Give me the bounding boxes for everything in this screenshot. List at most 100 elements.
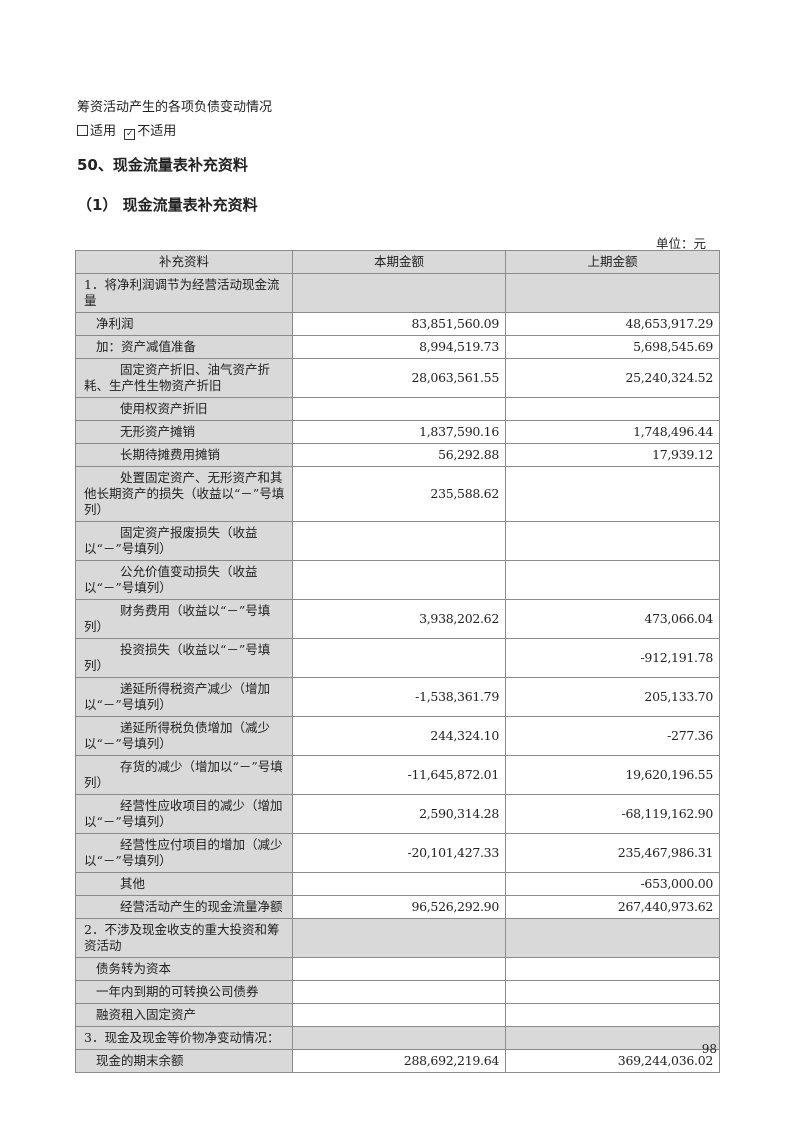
table-header-row: 补充资料 本期金额 上期金额 bbox=[75, 250, 720, 274]
prior-amount bbox=[505, 560, 720, 600]
prior-amount: 235,467,986.31 bbox=[505, 833, 720, 873]
prior-amount: 267,440,973.62 bbox=[505, 895, 720, 919]
row-label: 存货的减少（增加以“－”号填列） bbox=[75, 755, 293, 795]
option-not-applicable: 不适用 bbox=[137, 124, 177, 139]
checked-box-icon: ✓ bbox=[124, 129, 136, 140]
row-label: 投资损失（收益以“－”号填列） bbox=[75, 638, 293, 678]
page-number: 98 bbox=[701, 1042, 717, 1056]
row-label: 2．不涉及现金收支的重大投资和筹资活动 bbox=[75, 918, 293, 958]
table-row: 投资损失（收益以“－”号填列） -912,191.78 bbox=[75, 638, 720, 678]
current-amount bbox=[292, 980, 506, 1004]
current-amount bbox=[292, 273, 506, 313]
row-label: 无形资产摊销 bbox=[75, 420, 293, 444]
current-amount: 288,692,219.64 bbox=[292, 1049, 506, 1073]
unit-label: 单位：元 bbox=[655, 236, 706, 251]
table-row: 处置固定资产、无形资产和其他长期资产的损失（收益以“－”号填列） 235,588.… bbox=[75, 466, 720, 522]
table-row: 存货的减少（增加以“－”号填列） -11,645,872.01 19,620,196… bbox=[75, 755, 720, 795]
table-row: 其他 -653,000.00 bbox=[75, 872, 720, 896]
row-label: 使用权资产折旧 bbox=[75, 397, 293, 421]
intro-text: 筹资活动产生的各项负债变动情况 bbox=[77, 100, 273, 115]
current-amount: 96,526,292.90 bbox=[292, 895, 506, 919]
prior-amount: 369,244,036.02 bbox=[505, 1049, 720, 1073]
prior-amount bbox=[505, 397, 720, 421]
prior-amount: 205,133.70 bbox=[505, 677, 720, 717]
row-label: 现金的期末余额 bbox=[75, 1049, 293, 1073]
current-amount: 3,938,202.62 bbox=[292, 599, 506, 639]
row-label: 固定资产报废损失（收益以“－”号填列） bbox=[75, 521, 293, 561]
option-applicable: 适用 bbox=[90, 124, 117, 139]
table-row: 现金的期末余额 288,692,219.64 369,244,036.02 bbox=[75, 1049, 720, 1073]
prior-amount: 5,698,545.69 bbox=[505, 335, 720, 359]
row-label: 净利润 bbox=[75, 312, 293, 336]
current-amount: 244,324.10 bbox=[292, 716, 506, 756]
current-amount: -20,101,427.33 bbox=[292, 833, 506, 873]
cash-flow-supplement-table: 补充资料 本期金额 上期金额 1．将净利润调节为经营活动现金流量 净利润 83,85… bbox=[75, 250, 720, 1073]
table-row: 使用权资产折旧 bbox=[75, 397, 720, 421]
current-amount: 2,590,314.28 bbox=[292, 794, 506, 834]
prior-amount: 473,066.04 bbox=[505, 599, 720, 639]
prior-amount bbox=[505, 957, 720, 981]
row-label: 固定资产折旧、油气资产折耗、生产性生物资产折旧 bbox=[75, 358, 293, 398]
unchecked-box-icon bbox=[77, 125, 88, 136]
row-label: 其他 bbox=[75, 872, 293, 896]
row-label: 经营活动产生的现金流量净额 bbox=[75, 895, 293, 919]
row-label: 递延所得税负债增加（减少以“－”号填列） bbox=[75, 716, 293, 756]
current-amount bbox=[292, 397, 506, 421]
row-label: 递延所得税资产减少（增加以“－”号填列） bbox=[75, 677, 293, 717]
current-amount bbox=[292, 872, 506, 896]
row-label: 债务转为资本 bbox=[75, 957, 293, 981]
row-label: 一年内到期的可转换公司债券 bbox=[75, 980, 293, 1004]
current-amount: -1,538,361.79 bbox=[292, 677, 506, 717]
prior-amount: 17,939.12 bbox=[505, 443, 720, 467]
current-amount bbox=[292, 638, 506, 678]
table-row: 固定资产折旧、油气资产折耗、生产性生物资产折旧 28,063,561.55 25,2… bbox=[75, 358, 720, 398]
prior-amount bbox=[505, 980, 720, 1004]
prior-amount: 19,620,196.55 bbox=[505, 755, 720, 795]
table-row: 净利润 83,851,560.09 48,653,917.29 bbox=[75, 312, 720, 336]
table-row: 一年内到期的可转换公司债券 bbox=[75, 980, 720, 1004]
prior-amount: -653,000.00 bbox=[505, 872, 720, 896]
table-row: 债务转为资本 bbox=[75, 957, 720, 981]
table-row: 固定资产报废损失（收益以“－”号填列） bbox=[75, 521, 720, 561]
table-row: 经营性应收项目的减少（增加以“－”号填列） 2,590,314.28 -68,119… bbox=[75, 794, 720, 834]
subsection-title: （1） 现金流量表补充资料 bbox=[77, 196, 258, 214]
header-item: 补充资料 bbox=[75, 250, 293, 274]
current-amount bbox=[292, 1003, 506, 1027]
table-section-row: 1．将净利润调节为经营活动现金流量 bbox=[75, 273, 720, 313]
current-amount: -11,645,872.01 bbox=[292, 755, 506, 795]
current-amount bbox=[292, 957, 506, 981]
header-prior: 上期金额 bbox=[505, 250, 720, 274]
table-row: 无形资产摊销 1,837,590.16 1,748,496.44 bbox=[75, 420, 720, 444]
row-label: 加：资产减值准备 bbox=[75, 335, 293, 359]
table-row: 递延所得税负债增加（减少以“－”号填列） 244,324.10 -277.36 bbox=[75, 716, 720, 756]
current-amount: 1,837,590.16 bbox=[292, 420, 506, 444]
prior-amount: 48,653,917.29 bbox=[505, 312, 720, 336]
current-amount bbox=[292, 1026, 506, 1050]
table-row: 财务费用（收益以“－”号填列） 3,938,202.62 473,066.04 bbox=[75, 599, 720, 639]
prior-amount: 1,748,496.44 bbox=[505, 420, 720, 444]
table-row: 加：资产减值准备 8,994,519.73 5,698,545.69 bbox=[75, 335, 720, 359]
section-title: 50、现金流量表补充资料 bbox=[77, 156, 248, 174]
row-label: 1．将净利润调节为经营活动现金流量 bbox=[75, 273, 293, 313]
current-amount: 28,063,561.55 bbox=[292, 358, 506, 398]
table-row: 经营活动产生的现金流量净额 96,526,292.90 267,440,973.62 bbox=[75, 895, 720, 919]
row-label: 处置固定资产、无形资产和其他长期资产的损失（收益以“－”号填列） bbox=[75, 466, 293, 522]
row-label: 经营性应收项目的减少（增加以“－”号填列） bbox=[75, 794, 293, 834]
row-label: 长期待摊费用摊销 bbox=[75, 443, 293, 467]
current-amount: 83,851,560.09 bbox=[292, 312, 506, 336]
table-row: 公允价值变动损失（收益以“－”号填列） bbox=[75, 560, 720, 600]
table-row: 经营性应付项目的增加（减少以“－”号填列） -20,101,427.33 235,4… bbox=[75, 833, 720, 873]
table-row: 递延所得税资产减少（增加以“－”号填列） -1,538,361.79 205,133… bbox=[75, 677, 720, 717]
prior-amount bbox=[505, 521, 720, 561]
prior-amount bbox=[505, 466, 720, 522]
current-amount bbox=[292, 918, 506, 958]
row-label: 3．现金及现金等价物净变动情况： bbox=[75, 1026, 293, 1050]
row-label: 公允价值变动损失（收益以“－”号填列） bbox=[75, 560, 293, 600]
table-section-row: 2．不涉及现金收支的重大投资和筹资活动 bbox=[75, 918, 720, 958]
current-amount bbox=[292, 521, 506, 561]
current-amount: 8,994,519.73 bbox=[292, 335, 506, 359]
current-amount: 235,588.62 bbox=[292, 466, 506, 522]
applicability-options: 适用 ✓ 不适用 bbox=[77, 120, 177, 140]
prior-amount bbox=[505, 273, 720, 313]
prior-amount: -277.36 bbox=[505, 716, 720, 756]
